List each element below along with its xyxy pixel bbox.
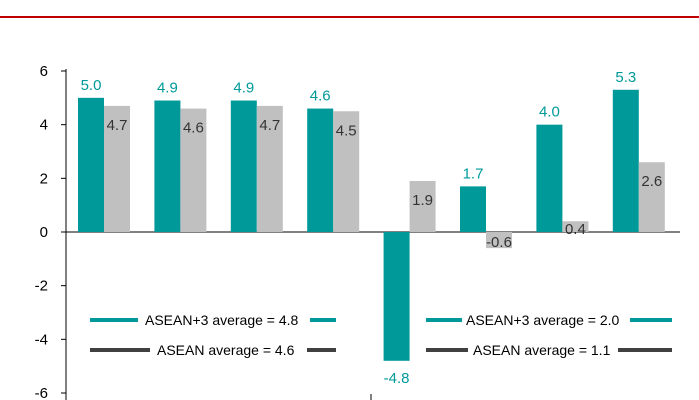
bar-series-2 — [486, 232, 512, 249]
data-label-series-1: 4.6 — [310, 88, 331, 105]
y-tick-label: 0 — [40, 224, 48, 241]
bar-series-1 — [383, 232, 410, 361]
bar-series-1 — [536, 124, 563, 232]
data-label-series-1: 5.3 — [615, 69, 636, 86]
data-label-series-2: 0.4 — [565, 221, 586, 238]
data-label-series-1: 4.9 — [157, 80, 178, 97]
bar-series-2 — [104, 105, 130, 232]
data-label-series-2: 4.7 — [107, 117, 128, 134]
bar-series-2 — [256, 105, 283, 232]
bar-series-1 — [230, 100, 257, 233]
data-label-series-2: 4.5 — [336, 122, 357, 139]
data-label-series-1: 5.0 — [81, 77, 102, 94]
bar-series-2 — [333, 111, 360, 232]
bar-series-2 — [638, 162, 665, 232]
annotations: ASEAN+3 average = 4.8 ASEAN average = 4.… — [90, 312, 672, 358]
bar-series-2 — [562, 221, 589, 232]
data-label-series-1: 1.7 — [463, 165, 484, 182]
y-tick-label: 2 — [40, 170, 48, 187]
data-label-series-2: 4.7 — [259, 117, 280, 134]
data-label-series-2: 1.9 — [412, 192, 433, 209]
y-tick-label: -2 — [35, 278, 48, 295]
bar-series-1 — [154, 100, 181, 233]
data-label-series-1: 4.9 — [233, 80, 254, 97]
bar-series-1 — [612, 89, 639, 233]
data-label-series-1: 4.0 — [539, 104, 560, 121]
annotation-text-3: ASEAN+3 average = 2.0 — [466, 312, 620, 328]
bars — [78, 89, 665, 361]
annotation-text-4: ASEAN average = 1.1 — [473, 342, 611, 358]
bar-series-1 — [307, 108, 334, 232]
y-tick-label: -6 — [35, 385, 48, 400]
annotation-text-1: ASEAN+3 average = 4.8 — [145, 312, 299, 328]
data-labels: 5.0 4.9 4.9 4.6 -4.8 1.7 4.0 5.3 4.7 4.6 4.7 4.5 1.9… — [81, 69, 663, 387]
bar-series-1 — [460, 186, 486, 232]
annotation-text-2: ASEAN average = 4.6 — [157, 342, 295, 358]
y-tick-label: 6 — [40, 63, 48, 80]
y-tick-label: -4 — [35, 331, 48, 348]
data-label-series-2: 4.6 — [183, 120, 204, 137]
y-tick-label: 4 — [40, 117, 48, 134]
bar-series-2 — [409, 181, 436, 232]
bar-series-1 — [78, 97, 104, 232]
bar-series-2 — [180, 108, 207, 232]
data-label-series-1: -4.8 — [384, 370, 410, 387]
data-label-series-2: 2.6 — [641, 173, 662, 190]
data-label-series-2: -0.6 — [486, 234, 512, 251]
